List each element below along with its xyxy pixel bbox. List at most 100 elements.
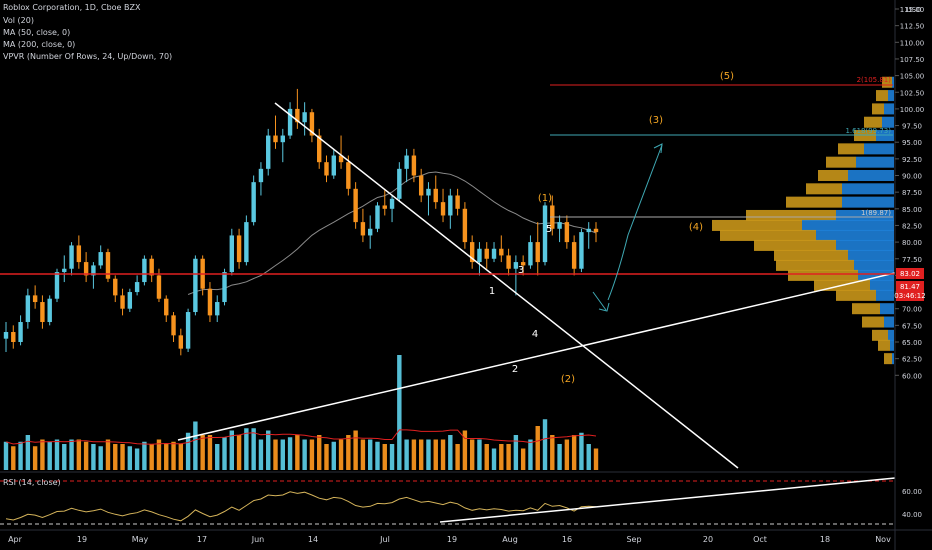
volume-bar — [484, 444, 489, 470]
volume-profile-up-row — [848, 249, 894, 261]
indicator-vpvr[interactable]: VPVR (Number Of Rows, 24, Up/Down, 70) — [3, 52, 173, 61]
volume-bar — [367, 439, 373, 470]
volume-profile-up-row — [888, 329, 894, 341]
time-tick-label: Jul — [379, 535, 390, 544]
candle-body — [215, 302, 220, 316]
volume-bar — [353, 430, 358, 470]
candles — [3, 88, 599, 356]
candle-body — [462, 208, 468, 243]
rsi-trendline[interactable] — [439, 477, 896, 523]
volume-profile-down-row — [854, 130, 876, 142]
fib-label-1618: 1.618(99.73) — [845, 127, 891, 135]
indicator-ma200[interactable]: MA (200, close, 0) — [3, 40, 76, 49]
candle-body — [244, 222, 249, 263]
ascending-trendline[interactable] — [177, 272, 896, 441]
candle-body — [528, 242, 533, 266]
candle-body — [375, 205, 380, 229]
volume-bar — [47, 441, 52, 470]
candle-body — [105, 252, 111, 279]
volume-bar — [426, 439, 431, 470]
candle-body — [513, 262, 519, 269]
candle-body — [273, 135, 278, 143]
volume-bar — [25, 435, 31, 470]
price-tick-label: 102.50 — [900, 89, 925, 97]
volume-bar — [244, 428, 249, 470]
projection-arrow-up[interactable] — [607, 144, 663, 301]
candle-body — [54, 272, 60, 299]
volume-profile-up-row — [884, 316, 894, 328]
rsi-axis[interactable]: 60.00 40.00 — [902, 488, 922, 519]
volume-bar — [455, 444, 460, 470]
rsi-tick-label: 40.00 — [902, 511, 922, 519]
volume-bar — [229, 430, 235, 470]
volume-bar — [258, 439, 264, 470]
candle-body — [477, 248, 482, 263]
time-tick-label: Jun — [251, 535, 265, 544]
rsi-line — [5, 491, 597, 522]
price-tick-label: 60.00 — [902, 372, 922, 380]
volume-ma-line — [5, 429, 597, 445]
volume-profile-up-row — [882, 116, 894, 128]
candle-body — [309, 112, 315, 136]
candle-body — [113, 278, 118, 296]
candle-body — [353, 188, 358, 223]
wave-label-minor-5: 5 — [546, 224, 552, 235]
volume-bar — [418, 439, 424, 470]
symbol-title[interactable]: Roblox Corporation, 1D, Cboe BZX — [3, 3, 141, 12]
rsi-indicator-label[interactable]: RSI (14, close) — [3, 478, 61, 487]
volume-profile-down-row — [818, 170, 848, 181]
volume-bar — [280, 439, 285, 470]
volume-profile-up-row — [876, 289, 894, 301]
volume-bar — [593, 448, 599, 470]
projection-arrow-down[interactable] — [592, 291, 607, 311]
volume-bar — [200, 435, 205, 470]
volume-profile-up-row — [864, 143, 894, 155]
candle-body — [397, 168, 402, 199]
volume-bar — [433, 439, 438, 470]
volume-bar — [448, 435, 453, 470]
volume-profile-down-row — [872, 329, 888, 341]
volume-bar — [236, 435, 242, 470]
descending-trendline[interactable] — [274, 102, 739, 469]
candle-body — [346, 162, 351, 189]
price-axis[interactable]: 115.00 112.50 110.00 107.50 105.00 102.50 100.… — [895, 6, 924, 380]
wave-label-major-1: (1) — [538, 193, 552, 204]
volume-bar — [185, 432, 191, 470]
candle-body — [229, 235, 235, 273]
time-tick-label: 17 — [197, 535, 207, 544]
volume-bar — [338, 439, 344, 470]
projection-arrow-down-head — [598, 302, 610, 312]
volume-profile-down-row — [806, 183, 842, 195]
volume-profile-up-row — [888, 90, 894, 102]
volume-bar — [513, 435, 519, 470]
volume-profile-up-row — [870, 279, 894, 291]
volume-profile-down-row — [788, 269, 858, 281]
volume-profile-up-row — [842, 196, 894, 208]
volume-profile-down-row — [754, 239, 836, 251]
last-price-tag-bg — [896, 268, 924, 279]
indicator-vol[interactable]: Vol (20) — [3, 16, 34, 25]
rsi-tick-label: 60.00 — [902, 488, 922, 496]
volume-profile-up-row — [880, 303, 894, 315]
indicator-ma50[interactable]: MA (50, close, 0) — [3, 28, 71, 37]
volume-bar — [579, 432, 584, 470]
candle-body — [32, 295, 38, 303]
volume-bar — [331, 441, 336, 470]
volume-bar — [251, 428, 256, 470]
price-tick-label: 95.00 — [902, 139, 922, 147]
volume-bar — [3, 441, 9, 470]
candle-body — [295, 108, 300, 123]
volume-bar — [98, 446, 103, 470]
volume-bar — [207, 435, 213, 470]
time-axis[interactable]: Apr 19 May 17 Jun 14 Jul 19 Aug 16 Sep 20 Oct 18 Nov — [8, 535, 891, 544]
volume-bar — [40, 439, 45, 470]
volume-bar — [287, 437, 293, 470]
candle-body — [367, 228, 373, 236]
volume-bar — [535, 426, 540, 470]
volume-bar — [564, 439, 570, 470]
candle-body — [448, 195, 453, 216]
candle-body — [484, 248, 489, 259]
candle-body — [520, 262, 526, 266]
candle-body — [11, 332, 16, 342]
